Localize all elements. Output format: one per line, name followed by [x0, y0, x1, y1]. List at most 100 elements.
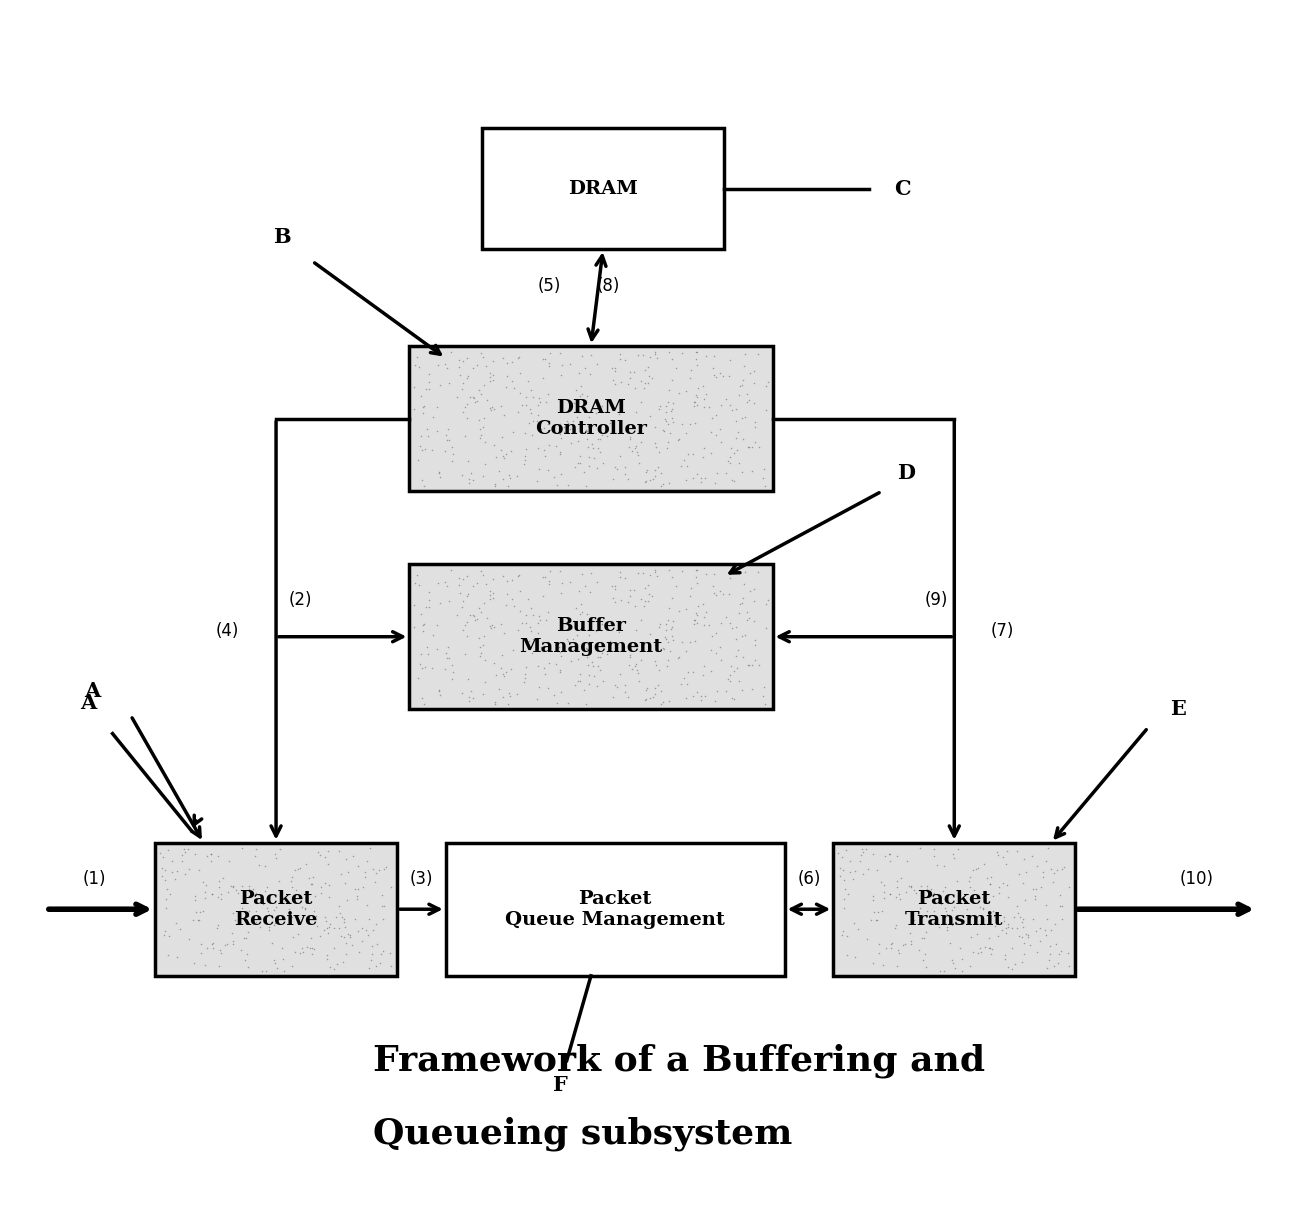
Point	[373, 909, 394, 929]
Point	[416, 380, 437, 399]
Point	[1035, 920, 1055, 940]
Point	[566, 598, 586, 617]
Point	[1014, 849, 1035, 869]
Point	[534, 636, 555, 655]
Point	[869, 943, 890, 963]
Point	[989, 883, 1010, 903]
Point	[959, 908, 980, 927]
Point	[732, 429, 753, 448]
Point	[644, 469, 665, 489]
Point	[151, 858, 172, 877]
Point	[926, 855, 947, 875]
Point	[590, 402, 611, 421]
Point	[876, 938, 896, 958]
Point	[317, 918, 337, 937]
Point	[706, 681, 727, 701]
Point	[674, 450, 694, 469]
Point	[582, 653, 603, 673]
Point	[597, 644, 618, 664]
Point	[1011, 952, 1032, 971]
Point	[233, 929, 254, 948]
Point	[503, 421, 524, 441]
Point	[452, 620, 473, 639]
Point	[311, 883, 332, 903]
Point	[451, 598, 472, 617]
Point	[684, 614, 705, 633]
Point	[451, 466, 472, 485]
Point	[614, 675, 635, 695]
Point	[981, 940, 1002, 959]
Point	[880, 851, 900, 871]
Point	[980, 875, 1001, 894]
Point	[610, 567, 631, 587]
Point	[624, 581, 645, 600]
Point	[563, 611, 584, 631]
Point	[532, 567, 552, 587]
Point	[886, 957, 907, 976]
Point	[657, 392, 678, 412]
Point	[844, 861, 865, 881]
Point	[683, 468, 704, 488]
Point	[741, 462, 762, 481]
Point	[739, 390, 760, 409]
Point	[1042, 872, 1063, 892]
Point	[1023, 909, 1044, 929]
Point	[210, 941, 231, 960]
Point	[379, 943, 400, 963]
Point	[631, 650, 652, 670]
Point	[937, 920, 958, 940]
Point	[437, 576, 457, 595]
Point	[592, 396, 612, 415]
Point	[635, 578, 655, 598]
Point	[593, 671, 614, 691]
Point	[480, 589, 500, 609]
Point	[1029, 918, 1050, 937]
Point	[459, 469, 480, 489]
Point	[988, 926, 1009, 946]
Point	[661, 626, 681, 646]
Point	[637, 461, 658, 480]
Point	[943, 897, 964, 916]
Point	[688, 379, 709, 398]
Point	[624, 439, 645, 458]
Point	[975, 937, 995, 957]
Point	[491, 646, 512, 665]
Point	[550, 442, 571, 462]
Point	[218, 882, 238, 902]
Point	[726, 646, 747, 665]
Point	[1038, 949, 1059, 969]
Point	[579, 626, 599, 646]
Point	[483, 370, 504, 390]
Point	[334, 913, 354, 932]
Point	[490, 659, 511, 679]
Point	[618, 469, 638, 489]
Point	[248, 855, 268, 875]
Point	[873, 956, 894, 975]
Point	[710, 649, 731, 669]
Point	[942, 951, 963, 970]
Point	[631, 610, 652, 630]
Point	[361, 944, 382, 964]
Point	[736, 383, 757, 403]
Point	[495, 377, 516, 397]
Point	[352, 931, 373, 951]
Point	[323, 959, 344, 979]
Point	[536, 392, 556, 412]
Point	[933, 881, 954, 900]
Point	[409, 654, 430, 674]
Point	[743, 579, 764, 599]
Point	[628, 564, 649, 583]
Point	[169, 920, 190, 940]
Point	[628, 453, 649, 473]
Point	[512, 394, 533, 414]
Point	[301, 875, 322, 894]
Point	[516, 657, 537, 676]
Point	[657, 650, 678, 670]
Point	[625, 403, 646, 423]
Point	[456, 408, 477, 428]
Point	[427, 573, 448, 593]
Point	[622, 442, 642, 462]
Point	[427, 355, 448, 375]
Point	[528, 657, 549, 676]
Point	[494, 624, 515, 643]
